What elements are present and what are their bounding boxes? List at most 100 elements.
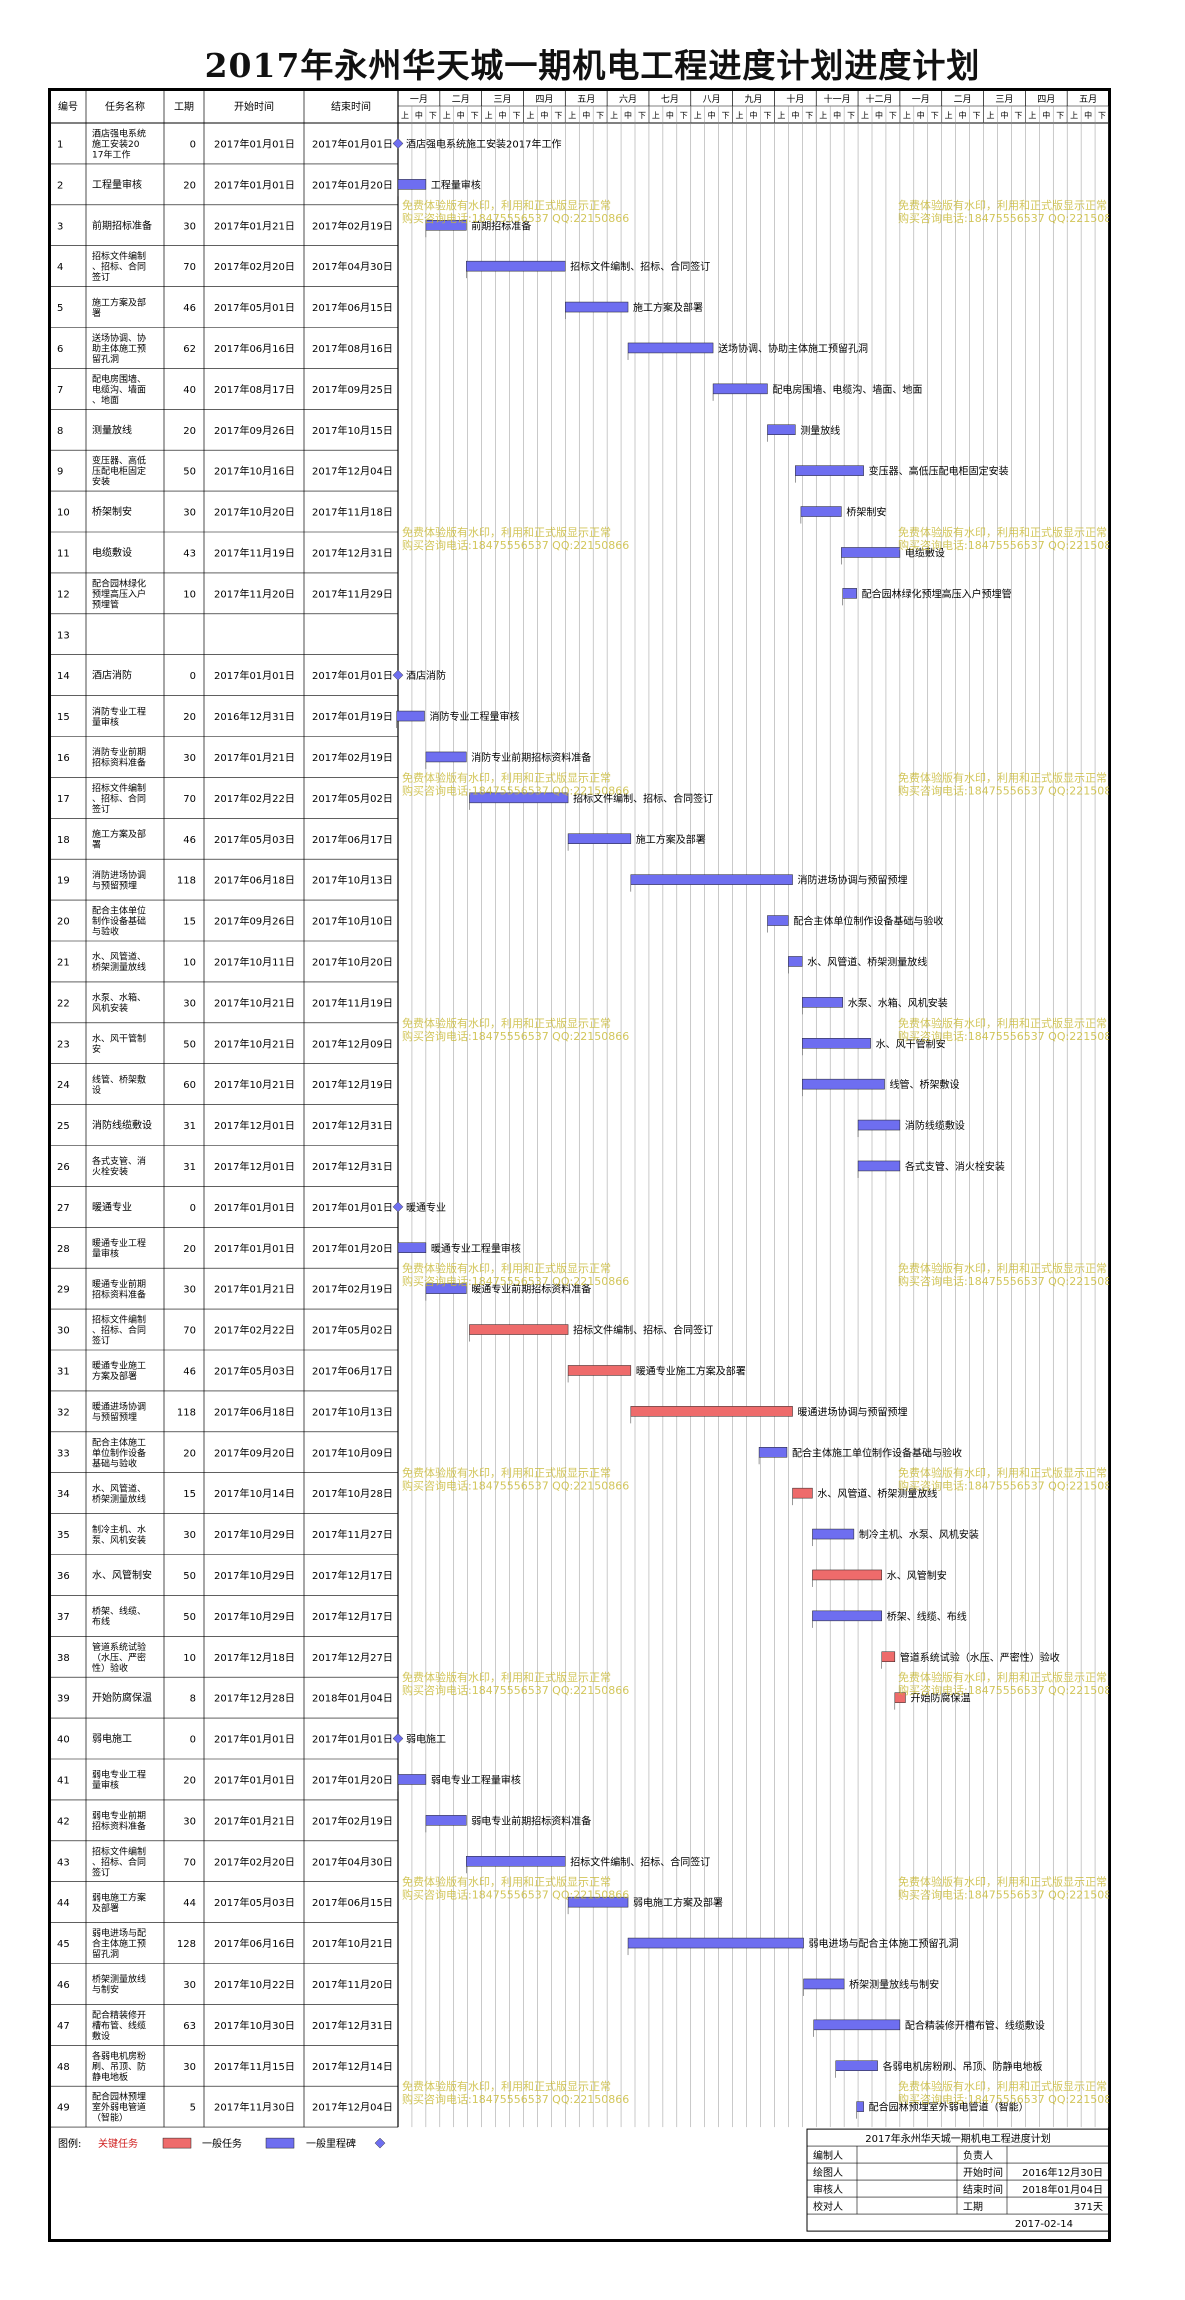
task-name: 各弱电机房粉 [92,2050,146,2062]
watermark-text: 免费体验版有水印，利用和正式版显示正常 [898,1261,1107,1275]
task-duration: 40 [183,385,196,396]
task-start: 2017年10月21日 [214,1078,295,1091]
bar-label: 暖通专业施工方案及部署 [636,1364,746,1377]
task-bar [767,915,789,926]
task-start: 2017年11月20日 [214,587,295,600]
decade-label: 下 [554,111,562,120]
task-start: 2017年01月01日 [214,1773,295,1786]
milestone-marker [392,138,404,149]
info-cell: 绘图人 [813,2166,843,2179]
watermark-text: 免费体验版有水印，利用和正式版显示正常 [402,1670,611,1684]
task-name: 桥架、线缆、 [92,1605,146,1617]
task-name: 线管、桥架敷 [92,1073,146,1085]
task-end: 2017年01月20日 [312,1242,393,1255]
task-end: 2017年08月16日 [312,342,393,355]
task-start: 2017年06月16日 [214,1937,295,1950]
task-bar [812,1528,855,1540]
task-duration: 20 [183,712,196,723]
task-name: 安 [92,1043,101,1055]
decade-label: 下 [763,111,771,120]
task-name: 、招标、合同 [92,792,146,804]
task-start: 2017年12月28日 [214,1692,295,1705]
task-end: 2017年10月10日 [312,915,393,928]
decade-label: 下 [596,111,604,120]
task-start: 2017年10月14日 [214,1487,295,1500]
task-id: 34 [57,1489,70,1500]
task-id: 38 [57,1653,70,1664]
task-bar [466,1856,566,1867]
decade-label: 中 [959,110,967,120]
task-name: 敷设 [92,2030,110,2042]
bar-label: 配合主体单位制作设备基础与验收 [793,915,943,928]
task-name: 弱电施工 [92,1732,132,1745]
task-name: 消防专业工程 [92,705,146,717]
task-duration: 46 [183,1366,196,1377]
task-end: 2017年10月28日 [312,1487,393,1500]
decade-label: 中 [1000,110,1008,120]
task-end: 2018年01月04日 [312,1692,393,1705]
task-name: 测量放线 [92,423,132,436]
task-end: 2017年10月09日 [312,1446,393,1459]
bar-label: 消防进场协调与预留预埋 [798,874,908,887]
watermark-text: 免费体验版有水印，利用和正式版显示正常 [898,1875,1107,1889]
task-id: 12 [57,589,70,600]
task-start: 2017年10月22日 [214,1978,295,1991]
task-bar [767,424,796,435]
bar-label: 配合精装修开槽布管、线缆敷设 [905,2019,1045,2032]
task-id: 36 [57,1571,70,1582]
bar-label: 水、风管道、桥架测量放线 [807,955,927,968]
task-id: 13 [57,630,70,641]
task-end: 2017年01月19日 [312,710,393,723]
task-name: 招标文件编制 [92,1845,146,1857]
task-start: 2017年10月29日 [214,1569,295,1582]
task-end: 2017年11月20日 [312,1978,393,1991]
watermark-text: 免费体验版有水印，利用和正式版显示正常 [898,770,1107,784]
watermark-text: 购买咨询电话:18475556537 QQ:22150866 [402,1479,629,1493]
task-id: 23 [57,1039,70,1050]
task-end: 2017年06月17日 [312,833,393,846]
task-duration: 10 [183,957,196,968]
task-name: 桥架测量放线 [92,1493,146,1505]
watermark-text: 购买咨询电话:18475556537 QQ:22150866 [898,1029,1109,1043]
task-name: 电缆沟、墙面 [92,383,146,395]
decade-label: 上 [736,111,744,120]
decade-label: 中 [708,110,716,120]
task-end: 2017年12月17日 [312,1610,393,1623]
task-name: 水、风管道、 [92,951,146,963]
task-id: 33 [57,1448,70,1459]
task-name: 量审核 [92,1248,119,1260]
bar-label: 消防专业工程量审核 [429,710,519,723]
legend-normal-swatch [265,2137,295,2149]
watermark-text: 免费体验版有水印，利用和正式版显示正常 [898,198,1107,212]
watermark-text: 购买咨询电话:18475556537 QQ:22150866 [898,1479,1109,1493]
task-name: 招标资料准备 [92,1288,146,1300]
task-start: 2017年10月29日 [214,1610,295,1623]
task-name: 预埋高压入户 [92,588,146,600]
bar-label: 管道系统试验（水压、严密性）验收 [900,1651,1060,1664]
task-name: 及部署 [92,1902,119,1914]
task-end: 2017年12月04日 [312,2101,393,2114]
task-bar [841,547,901,558]
task-bar [469,792,569,804]
task-name: 方案及部署 [92,1370,137,1382]
bar-label: 施工方案及部署 [636,833,706,846]
month-label: 二月 [452,94,470,105]
task-bar [857,1119,901,1131]
task-start: 2017年02月22日 [214,1324,295,1337]
task-start: 2017年06月16日 [214,342,295,355]
task-name: 签订 [92,1866,110,1878]
task-duration: 30 [183,1816,196,1827]
task-id: 2 [57,180,63,191]
bar-label: 配合园林预埋室外弱电管道（智能） [869,2101,1029,2114]
task-name: 开始防腐保温 [92,1691,152,1704]
task-duration: 118 [177,1407,196,1418]
task-id: 9 [57,467,63,478]
month-label: 九月 [744,94,762,105]
decade-label: 上 [694,111,702,120]
task-start: 2016年12月31日 [214,710,295,723]
task-start: 2017年10月30日 [214,2019,295,2032]
decade-label: 下 [429,111,437,120]
task-id: 7 [57,385,63,396]
task-duration: 5 [190,2103,196,2114]
task-bar [795,465,864,476]
